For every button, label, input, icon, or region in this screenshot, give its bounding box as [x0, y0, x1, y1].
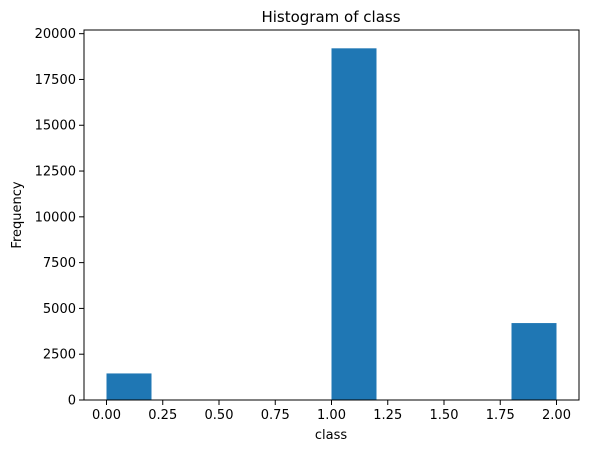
y-tick-label: 17500 [35, 73, 76, 88]
y-tick-label: 20000 [35, 27, 76, 42]
x-tick-label: 0.75 [261, 408, 290, 423]
histogram-bar-0 [106, 373, 152, 400]
x-tick-label: 1.75 [486, 408, 515, 423]
y-tick-label: 7500 [43, 256, 76, 271]
y-tick-label: 10000 [35, 210, 76, 225]
y-tick-label: 15000 [35, 119, 76, 134]
chart-title: Histogram of class [261, 8, 400, 26]
y-tick-label: 0 [68, 394, 76, 409]
x-tick-label: 1.50 [430, 408, 459, 423]
histogram-bar-9 [511, 323, 557, 400]
x-tick-label: 2.00 [542, 408, 571, 423]
x-tick-label: 0.25 [148, 408, 177, 423]
y-tick-label: 5000 [43, 302, 76, 317]
y-axis-label: Frequency [10, 181, 25, 248]
y-tick-label: 2500 [43, 348, 76, 363]
x-axis-label: class [315, 428, 347, 443]
y-tick-label: 12500 [35, 165, 76, 180]
x-tick-label: 0.50 [205, 408, 234, 423]
y-axis-ticks: 0 2500 5000 7500 10000 12500 15000 17500 20000 [35, 27, 84, 409]
x-tick-label: 0.00 [92, 408, 121, 423]
x-tick-label: 1.00 [317, 408, 346, 423]
x-tick-label: 1.25 [373, 408, 402, 423]
histogram-bar-5 [331, 48, 377, 400]
bars-group [106, 48, 557, 400]
x-axis-ticks: 0.00 0.25 0.50 0.75 1.00 1.25 1.50 1.75 2.00 [92, 400, 571, 423]
